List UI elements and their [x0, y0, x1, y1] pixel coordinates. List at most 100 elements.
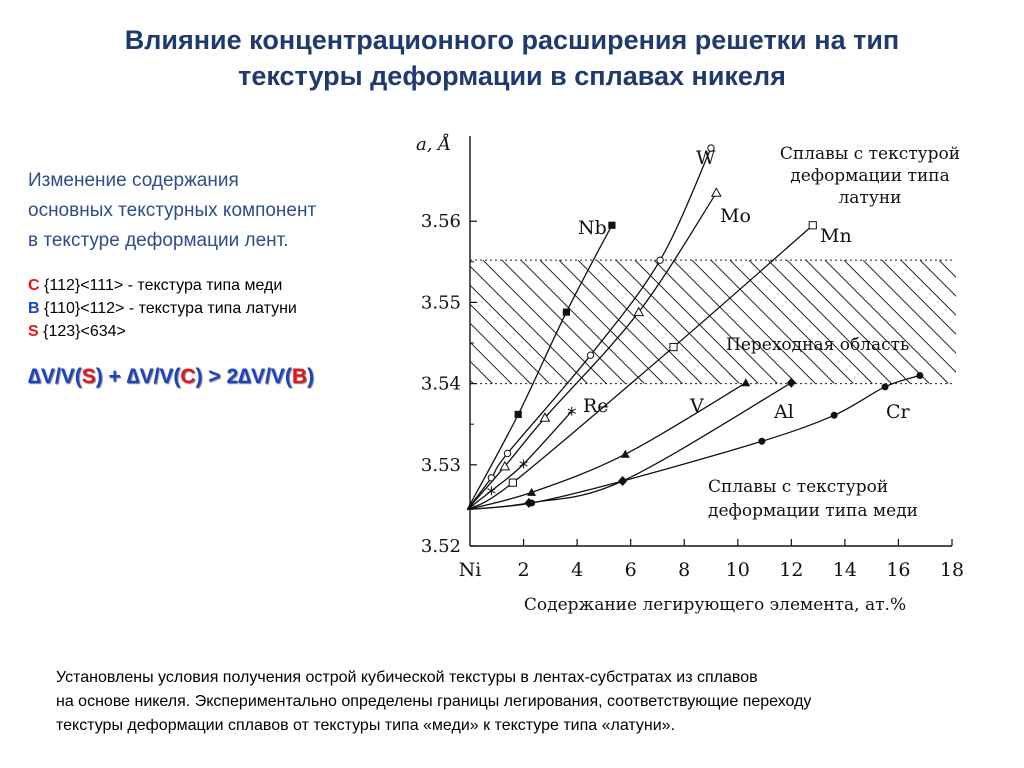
y-tick-label: 3.55: [421, 292, 461, 313]
series-mn-point: [669, 342, 678, 352]
texture-text-c: {112}<111> - текстура типа меди: [39, 277, 283, 294]
intro-line-1: Изменение содержания: [28, 170, 239, 191]
transition-region-label: Переходная область: [726, 335, 909, 355]
slide-title-line-2: текстуры деформации в сплавах никеля: [238, 61, 786, 91]
y-tick-label: 3.53: [421, 455, 461, 476]
series-mn-point: [808, 221, 817, 230]
texture-list: C {112}<111> - текстура типа меди B {110…: [28, 274, 400, 343]
texture-letter-s: S: [28, 323, 39, 340]
series-v-point: [741, 378, 751, 387]
series-mo-point: [539, 412, 551, 422]
series-cr-point: [881, 383, 889, 391]
x-tick-label: 18: [940, 559, 964, 581]
intro-line-3: в текстуре деформации лент.: [28, 230, 289, 251]
series-mn-label: Mn: [820, 225, 852, 247]
texture-item-s: S {123}<634>: [28, 320, 400, 343]
series-v-point: [620, 449, 630, 458]
series-re-point: [487, 486, 496, 496]
x-axis-label: Содержание легирующего элемента, ат.%: [524, 595, 906, 615]
series-w: [466, 144, 715, 510]
y-tick-label: 3.54: [421, 374, 461, 395]
series-nb-point: [608, 221, 616, 229]
left-text-panel: Изменение содержания основных текстурных…: [28, 166, 400, 389]
texture-item-c: C {112}<111> - текстура типа меди: [28, 274, 400, 297]
texture-letter-c: C: [28, 277, 40, 294]
series-re-line: [466, 410, 573, 511]
x-tick-label: 8: [678, 559, 690, 581]
series-v-line: [467, 382, 747, 511]
series-mn: [466, 221, 817, 511]
y-axis-label: a, Å: [416, 133, 451, 155]
series-mo-point: [499, 460, 511, 471]
series-mo-point: [633, 306, 645, 317]
series-w-point: [503, 449, 512, 458]
series-re: [466, 406, 576, 511]
formula-s: S: [81, 365, 96, 388]
slide-title: Влияние концентрационного расширения реш…: [20, 22, 1004, 94]
series-re-point: [519, 459, 528, 469]
series-v-label: V: [689, 395, 704, 417]
series-mo-point: [711, 187, 722, 197]
x-tick-label: 10: [726, 559, 750, 581]
series-w-point: [707, 144, 715, 152]
series-nb-point: [514, 410, 522, 419]
series-al-point: [786, 377, 796, 388]
formula-part-2: ) + ∆V/V(: [95, 365, 181, 388]
series-cr-point: [916, 371, 924, 379]
brass-note-line-2: деформации типа: [790, 166, 950, 186]
series-cr-point: [619, 477, 627, 485]
slide-title-line-1: Влияние концентрационного расширения реш…: [124, 25, 900, 55]
texture-text-s: {123}<634>: [38, 323, 126, 340]
series-w-point: [656, 256, 664, 264]
series-v-point: [527, 487, 537, 496]
conclusion-line-1: Установлены условия получения острой куб…: [56, 669, 758, 686]
formula-part-3: ) > 2∆V/V(: [195, 365, 292, 388]
series-mn-point: [508, 478, 517, 487]
series-nb: [466, 221, 616, 510]
series-re-label: Re: [583, 395, 609, 417]
series-cr-point: [830, 411, 838, 419]
y-tick-label: 3.56: [421, 211, 461, 232]
series-al-label: Al: [773, 401, 794, 423]
series-mo: [466, 187, 722, 510]
formula-b: B: [291, 365, 307, 388]
transition-region-hatch: [470, 260, 956, 384]
series-nb-label: Nb: [578, 217, 607, 239]
copper-texture-note: Сплавы с текстурой деформации типа меди: [708, 477, 918, 521]
series-cr-label: Cr: [886, 401, 911, 423]
x-tick-label: 6: [625, 559, 637, 581]
series-w-label: W: [696, 147, 716, 169]
series-nb-line: [466, 224, 613, 510]
series-cr: [467, 371, 924, 511]
series-cr-point: [528, 499, 536, 507]
formula-c: C: [180, 365, 196, 388]
texture-text-b: {110}<112> - текстура типа латуни: [39, 300, 297, 317]
formula-part-1: ∆V/V(: [28, 365, 82, 388]
brass-note-line-1: Сплавы с текстурой: [780, 144, 960, 164]
series-nb-point: [562, 308, 570, 316]
brass-texture-note: Сплавы с текстурой деформации типа латун…: [780, 144, 960, 208]
x-tick-label: 16: [886, 559, 910, 581]
series-w-point: [586, 351, 595, 359]
intro-line-2: основных текстурных компонент: [28, 200, 317, 221]
copper-note-line-1: Сплавы с текстурой: [708, 477, 888, 497]
lattice-parameter-chart: 3.52 3.53 3.54 3.55 3.56 Ni 2 4 6 8 10 12 14 16 18 Nb W…: [416, 133, 964, 615]
y-tick-label: 3.52: [421, 536, 461, 557]
conclusion-line-3: текстуры деформации сплавов от текстуры …: [56, 717, 676, 734]
series-re-point: [567, 406, 576, 416]
copper-note-line-2: деформации типа меди: [708, 501, 918, 521]
series-mn-line: [466, 224, 814, 511]
x-tick-label: 2: [518, 559, 530, 581]
texture-letter-b: B: [28, 300, 40, 317]
x-tick-label: 14: [833, 559, 857, 581]
x-tick-label: Ni: [459, 559, 482, 581]
series-mo-line: [466, 192, 717, 510]
texture-item-b: B {110}<112> - текстура типа латуни: [28, 297, 400, 320]
x-tick-label: 12: [779, 559, 803, 581]
series-v: [467, 378, 751, 511]
intro-text: Изменение содержания основных текстурных…: [28, 166, 400, 256]
volume-formula: ∆V/V(S) + ∆V/V(C) > 2∆V/V(B): [28, 365, 400, 389]
brass-note-line-3: латуни: [838, 188, 901, 208]
x-tick-label: 4: [571, 559, 583, 581]
series-mo-label: Mo: [720, 205, 751, 227]
